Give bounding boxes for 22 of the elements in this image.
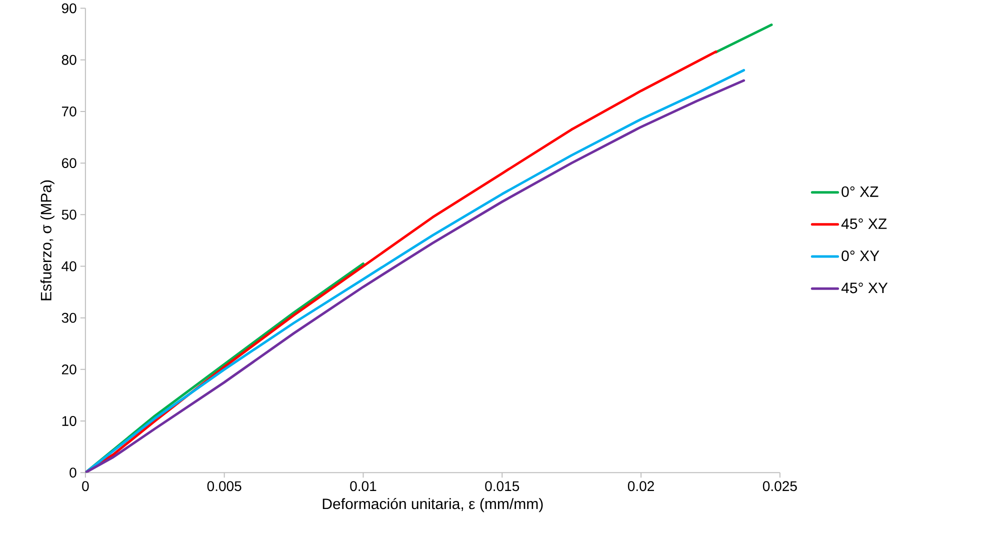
- legend-label: 0° XY: [842, 250, 880, 262]
- x-tick-label: 0.01: [350, 481, 376, 492]
- y-tick-label: 80: [62, 54, 76, 65]
- y-tick-label: 90: [62, 3, 76, 14]
- y-tick-label: 20: [62, 364, 76, 374]
- y-tick-label: 50: [62, 210, 76, 220]
- y-tick-label: 60: [62, 158, 76, 168]
- y-tick-label: 70: [62, 106, 76, 116]
- y-tick-label: 40: [62, 261, 76, 272]
- y-axis-title: Esfuerzo, σ (MPa): [40, 180, 54, 300]
- x-tick-label: 0.025: [762, 481, 797, 492]
- x-tick-label: 0.015: [485, 481, 520, 492]
- y-tick-label: 0: [70, 468, 76, 478]
- legend-label: 45° XY: [841, 282, 888, 294]
- legend-label: 0° XZ: [842, 186, 878, 197]
- y-tick-label: 30: [62, 312, 76, 323]
- x-tick-label: 0.005: [207, 481, 242, 492]
- y-tick-label: 10: [62, 416, 76, 426]
- legend-label: 45° XZ: [841, 218, 887, 230]
- x-tick-label: 0: [82, 481, 89, 492]
- x-axis-title: Deformación unitaria, ε (mm/mm): [322, 498, 543, 512]
- x-tick-label: 0.02: [628, 481, 654, 492]
